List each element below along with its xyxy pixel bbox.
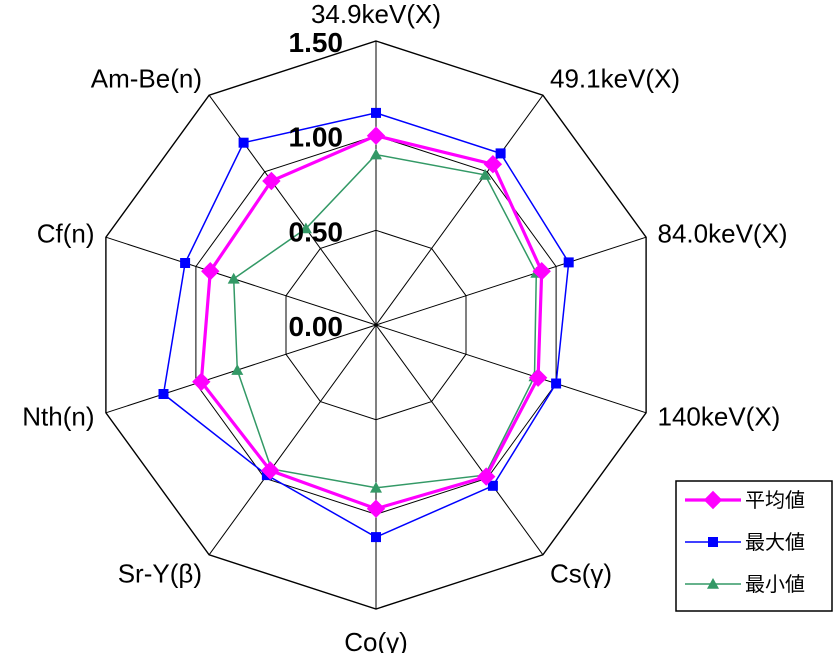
data-point-1-0 [371, 107, 381, 118]
data-point-1-4 [487, 480, 498, 491]
data-point-1-2 [563, 257, 574, 268]
axis-label-2: 84.0keV(X) [658, 219, 788, 249]
spoke-7 [105, 324, 377, 414]
data-point-2-8 [227, 272, 240, 284]
spoke-2 [375, 236, 647, 326]
legend-item-2: 最小値 [685, 572, 805, 596]
data-point-1-1 [495, 148, 506, 159]
series-2 [227, 148, 543, 493]
series-line-1 [162, 112, 570, 538]
data-point-1-8 [180, 258, 191, 268]
radar-spokes [105, 41, 647, 609]
axis-label-5: Co(γ) [344, 627, 408, 653]
legend-item-1: 最大値 [685, 530, 805, 554]
data-point-0-1 [483, 154, 503, 174]
spoke-1 [375, 94, 544, 326]
data-point-1-9 [238, 137, 249, 148]
tick-label-2: 1.00 [289, 122, 344, 153]
legend-label-2: 最小値 [745, 572, 805, 596]
legend-label-0: 平均値 [745, 488, 805, 512]
axis-label-9: Am-Be(n) [91, 64, 202, 94]
data-point-0-5 [366, 499, 386, 518]
radial-tick-labels: 0.00 0.50 1.00 1.50 [289, 27, 344, 342]
tick-label-3: 1.50 [289, 27, 344, 58]
data-point-1-5 [371, 532, 381, 543]
legend-marker-2 [707, 578, 719, 589]
legend-box [675, 480, 833, 612]
series-line-2 [232, 153, 538, 489]
series-line-0 [199, 134, 544, 511]
axis-label-7: Nth(n) [22, 402, 94, 432]
tick-label-1: 0.50 [289, 216, 344, 247]
spoke-4 [375, 324, 544, 556]
data-point-0-8 [201, 261, 220, 281]
series-0 [192, 126, 551, 518]
spoke-6 [208, 324, 377, 556]
spoke-9 [208, 94, 377, 326]
data-point-0-2 [532, 261, 551, 281]
axis-label-0: 34.9keV(X) [311, 0, 441, 29]
data-point-1-7 [158, 389, 169, 399]
data-point-0-7 [192, 372, 211, 392]
legend-label-1: 最大値 [745, 530, 805, 554]
data-point-0-0 [366, 126, 386, 145]
data-point-2-9 [299, 222, 312, 234]
axis-label-8: Cf(n) [37, 219, 95, 249]
axis-labels: 34.9keV(X) 49.1keV(X) 84.0keV(X) 140keV(X) C… [22, 0, 787, 653]
spoke-3 [375, 324, 647, 414]
tick-label-0: 0.00 [289, 311, 344, 342]
data-point-1-3 [551, 378, 562, 389]
data-point-2-1 [479, 168, 492, 180]
series-1 [158, 107, 574, 543]
spoke-8 [105, 236, 377, 326]
data-point-0-6 [261, 461, 280, 480]
axis-label-6: Sr-Y(β) [118, 559, 202, 589]
legend-marker-1 [708, 537, 718, 547]
series-group [158, 107, 574, 543]
data-point-2-0 [370, 148, 382, 160]
data-point-0-3 [528, 368, 548, 387]
axis-label-4: Cs(γ) [550, 559, 612, 589]
data-point-0-9 [262, 171, 281, 191]
axis-label-3: 140keV(X) [658, 402, 781, 432]
data-point-0-4 [476, 467, 496, 486]
legend-item-0: 平均値 [685, 488, 805, 512]
axis-label-1: 49.1keV(X) [550, 64, 680, 94]
legend-marker-0 [703, 490, 723, 510]
data-point-2-7 [231, 364, 244, 375]
data-point-2-5 [370, 481, 382, 493]
